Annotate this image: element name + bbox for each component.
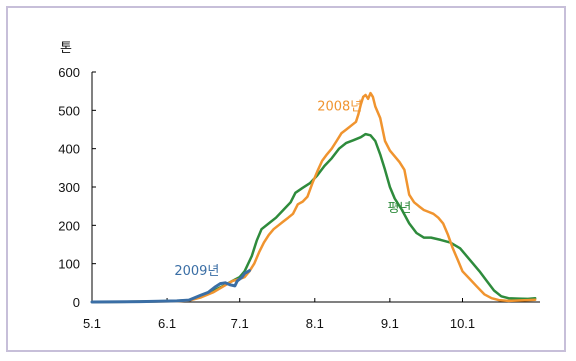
x-tick-label: 10.1 [450, 316, 475, 331]
chart-frame: 0 100 200 300 400 500 600 톤 5.1 6.1 7.1 8.1 9.1 10.1 … [6, 6, 566, 352]
y-tick-label: 300 [58, 180, 80, 195]
x-tick-label: 9.1 [381, 316, 399, 331]
chart-axes: 0 100 200 300 400 500 600 톤 5.1 6.1 7.1 8.1 9.1 10.1 [58, 41, 540, 331]
y-tick-label: 500 [58, 103, 80, 118]
chart-series-layer [90, 91, 537, 304]
x-tick-label: 8.1 [306, 316, 324, 331]
y-tick-label: 0 [73, 295, 80, 310]
series-label: 평년 [387, 201, 411, 216]
series-label: 2009년 [174, 264, 219, 279]
x-tick-label: 7.1 [231, 316, 249, 331]
y-axis-unit-label: 톤 [60, 41, 72, 56]
series-label: 2008년 [317, 99, 362, 114]
x-tick-label: 5.1 [83, 316, 101, 331]
series-line-2009년 [90, 269, 251, 304]
x-tick-label: 6.1 [158, 316, 176, 331]
y-tick-label: 200 [58, 218, 80, 233]
chart-labels-layer: 평년 2008년 2009년 [174, 99, 411, 279]
series-line-2008년 [90, 91, 537, 304]
y-tick-label: 600 [58, 65, 80, 80]
y-tick-label: 400 [58, 142, 80, 157]
y-tick-label: 100 [58, 257, 80, 272]
